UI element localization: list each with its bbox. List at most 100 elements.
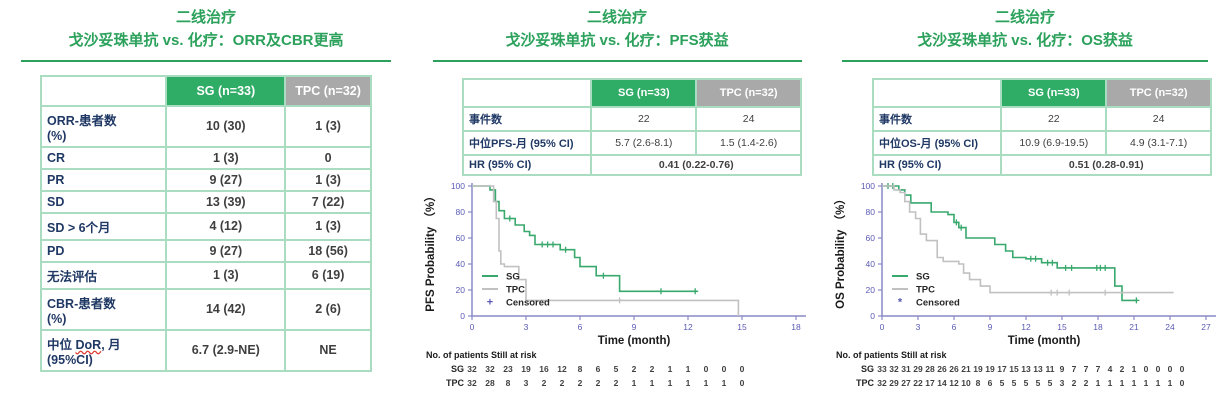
at-risk-value: 8 [976,378,981,388]
y-axis-title: PFS Probability （%） [423,190,437,311]
row-label: 事件数 [871,105,1003,132]
y-tick-label: 100 [861,181,875,191]
legend-label: Censored [916,297,960,308]
panel-title-line2: 戈沙妥珠单抗 vs. 化疗：PFS获益 [505,32,729,50]
value-cell-sg: 1 (3) [165,260,287,290]
censor-mark [953,218,960,225]
value-cell-sg: 22 [590,105,698,132]
at-risk-value: 5 [614,364,619,374]
censor-mark [958,224,965,231]
at-risk-value: 19 [521,364,531,374]
at-risk-value: 32 [467,364,477,374]
value-cell-combined: 0.51 (0.28-0.91) [1000,153,1212,176]
at-risk-value: 2 [632,364,637,374]
row-label: HR (95% CI) [871,153,1003,176]
at-risk-value: 1 [668,364,673,374]
at-risk-value: 2 [1084,378,1089,388]
value-cell-tpc: 24 [1105,105,1212,132]
censor-mark [550,241,556,247]
value-cell-sg: 13 (39) [165,189,287,214]
at-risk-value: 17 [925,378,935,388]
panel-title: 二线治疗 戈沙妥珠单抗 vs. 化疗：ORR及CBR更高 [0,6,412,53]
value-cell-tpc: 2 (6) [284,287,372,331]
at-risk-value: 7 [1084,364,1089,374]
corner-cell [871,77,1003,108]
y-tick-label: 60 [866,233,876,243]
at-risk-value: 5 [1012,378,1017,388]
at-risk-title: No. of patients Still at risk [836,350,948,360]
x-axis-title: Time (month) [598,335,671,347]
pfs-summary-table: SG (n=33) TPC (n=32) 事件数 22 24 中位PFS-月 (95% C… [461,77,802,176]
y-axis-title: OS Probability （%） [833,193,847,309]
at-risk-value: 8 [506,378,511,388]
table-row: PR 9 (27) 1 (3) [39,167,372,192]
x-tick-label: 12 [683,322,693,332]
at-risk-value: 26 [937,364,947,374]
y-tick-label: 20 [866,285,876,295]
censor-mark [539,241,546,247]
table-row: SD 13 (39) 7 (22) [39,189,372,214]
at-risk-value: 17 [997,364,1007,374]
at-risk-value: 0 [1180,364,1185,374]
at-risk-value: 13 [1021,364,1031,374]
at-risk-value: 29 [913,364,923,374]
value-cell-sg: 1 (3) [165,145,287,170]
x-tick-label: 3 [916,322,921,332]
table-header-row: SG (n=33) TPC (n=32) [39,74,372,107]
censor-mark [1048,289,1055,296]
censor-mark [1102,289,1109,296]
y-tick-label: 80 [866,207,876,217]
table-row: 无法评估 1 (3) 6 (19) [39,260,372,290]
corner-cell [461,77,593,108]
value-cell-tpc: 24 [695,105,802,132]
at-risk-value: 1 [1132,364,1137,374]
table-row: PD 9 (27) 18 (56) [39,238,372,263]
y-tick-label: 80 [456,207,466,217]
value-cell-sg: 14 (42) [165,287,287,331]
censor-mark [506,215,513,221]
at-risk-title: No. of patients Still at risk [426,350,538,360]
at-risk-value: 32 [467,378,477,388]
panel-pfs: 二线治疗 戈沙妥珠单抗 vs. 化疗：PFS获益 SG (n=33) TPC (n… [412,0,822,408]
row-label: CR [39,145,168,170]
y-tick-label: 60 [456,233,466,243]
censor-mark [1049,259,1056,266]
at-risk-row-label: TPC [446,378,465,388]
y-tick-label: 20 [456,285,466,295]
at-risk-value: 1 [1120,378,1125,388]
at-risk-value: 1 [650,378,655,388]
at-risk-value: 21 [961,364,971,374]
y-tick-label: 0 [870,311,875,321]
at-risk-value: 1 [704,378,709,388]
table-row: 中位PFS-月 (95% CI) 5.7 (2.6-8.1) 1.5 (1.4-2.… [461,129,802,156]
table-row: HR (95% CI) 0.41 (0.22-0.76) [461,153,802,176]
at-risk-value: 1 [1096,378,1101,388]
at-risk-value: 1 [722,378,727,388]
at-risk-value: 26 [949,364,959,374]
value-cell-combined: 0.41 (0.22-0.76) [590,153,802,176]
table-row: 中位OS-月 (95% CI) 10.9 (6.9-19.5) 4.9 (3.1-7… [871,129,1212,156]
at-risk-value: 2 [614,378,619,388]
at-risk-value: 19 [973,364,983,374]
at-risk-value: 0 [722,364,727,374]
col-header-tpc: TPC (n=32) [695,77,802,108]
legend-label: TPC [506,284,525,295]
at-risk-value: 1 [1132,378,1137,388]
value-cell-sg: 10.9 (6.9-19.5) [1000,129,1108,156]
at-risk-value: 1 [686,378,691,388]
panel-orr-cbr: 二线治疗 戈沙妥珠单抗 vs. 化疗：ORR及CBR更高 SG (n=33) TP… [0,0,412,408]
at-risk-row-label: TPC [856,378,875,388]
table-row: HR (95% CI) 0.51 (0.28-0.91) [871,153,1212,176]
row-label: 无法评估 [39,260,168,290]
legend-label: TPC [916,284,935,295]
x-tick-label: 9 [632,322,637,332]
at-risk-value: 7 [1072,364,1077,374]
at-risk-value: 7 [1096,364,1101,374]
at-risk-value: 2 [1072,378,1077,388]
at-risk-value: 2 [560,378,565,388]
panel-os: 二线治疗 戈沙妥珠单抗 vs. 化疗：OS获益 SG (n=33) TPC (n=… [822,0,1228,408]
legend-censored-symbol: + [487,296,493,308]
censor-mark [692,287,699,294]
